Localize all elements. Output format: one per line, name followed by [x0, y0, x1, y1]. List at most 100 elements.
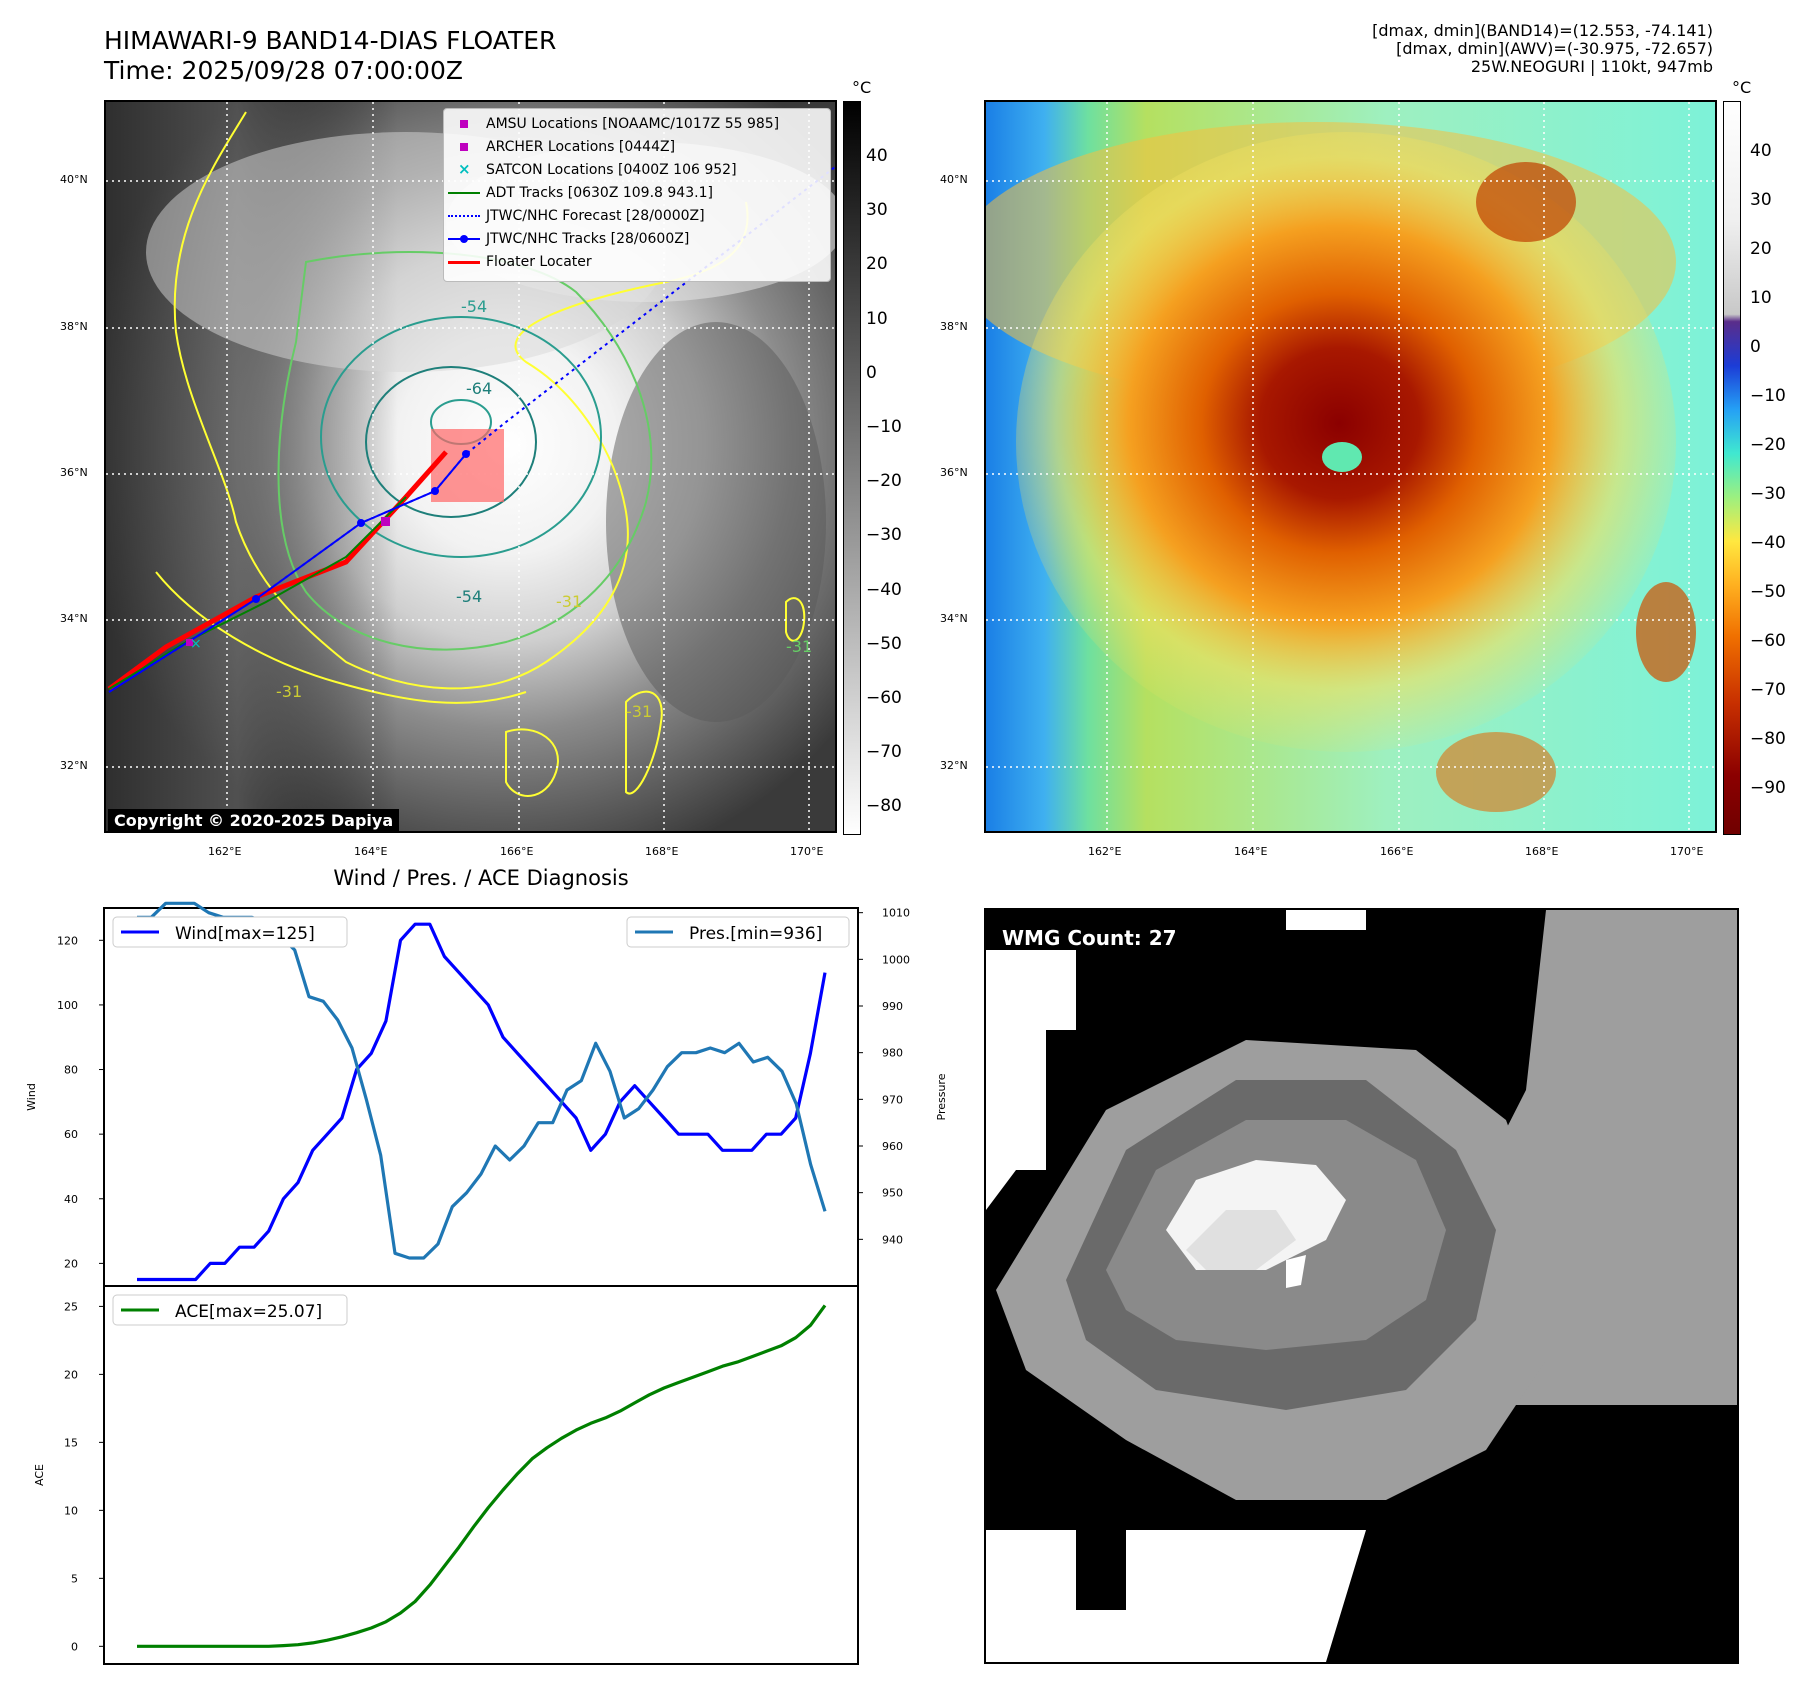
ace-axis-tick-label: 5 [71, 1572, 78, 1585]
ace-legend [112, 1294, 348, 1326]
lat-label: 40°N [60, 173, 88, 186]
lon-label: 170°E [790, 845, 824, 858]
colorbar-tick-label: −10 [1750, 386, 1786, 406]
colorbar-tick-label: −20 [866, 471, 902, 492]
legend-jtwc-label: JTWC/NHC Tracks [28/0600Z] [486, 231, 690, 247]
pressure-axis-tick-label: 940 [882, 1233, 903, 1246]
right-colorbar [1723, 101, 1741, 835]
contour-label-31-b: -31 [626, 702, 652, 721]
lat-label: 40°N [940, 173, 968, 186]
satcon-marker: × [190, 636, 202, 652]
meta-storm: 25W.NEOGURI | 110kt, 947mb [1470, 57, 1713, 76]
lon-label: 162°E [208, 845, 242, 858]
colorbar-tick-label: −80 [866, 796, 902, 817]
band14-ir-map: -64 -54 -54 -31 -31 -31 -31 × AMSU Locat… [104, 100, 837, 833]
lon-label: 170°E [1670, 845, 1704, 858]
pressure-axis-tick-label: 950 [882, 1187, 903, 1200]
pressure-axis-tick-label: 1010 [882, 907, 910, 920]
amsu-marker [381, 517, 390, 526]
lat-label: 34°N [60, 612, 88, 625]
ace-axis-label: ACE [33, 1464, 46, 1486]
pressure-axis-tick-label: 980 [882, 1047, 903, 1060]
colorbar-tick-label: −90 [1750, 778, 1786, 798]
lat-label: 36°N [60, 466, 88, 479]
legend-satcon-label: SATCON Locations [0400Z 106 952] [486, 162, 737, 178]
colorbar-tick-label: 20 [866, 254, 888, 275]
legend-amsu-label: AMSU Locations [NOAAMC/1017Z 55 985] [486, 116, 780, 132]
legend-amsu: AMSU Locations [NOAAMC/1017Z 55 985] [444, 113, 779, 135]
legend-adt-label: ADT Tracks [0630Z 109.8 943.1] [486, 185, 713, 201]
lon-label: 166°E [1380, 845, 1414, 858]
pressure-axis-tick-label: 1000 [882, 953, 910, 966]
awv-enhanced-map [984, 100, 1717, 833]
forecast-track [108, 166, 835, 693]
floater-track [107, 450, 448, 692]
ace-axis-tick-label: 20 [64, 1368, 78, 1381]
wind-pres-plot-area [103, 907, 859, 1287]
lon-label: 164°E [1234, 845, 1268, 858]
wind-legend [112, 916, 348, 948]
ace-axis-tick-label: 0 [71, 1640, 78, 1653]
colorbar-tick-label: −70 [1750, 680, 1786, 700]
colorbar-tick-label: 10 [1750, 288, 1772, 308]
eye [1322, 442, 1362, 472]
colorbar-tick-label: 30 [1750, 190, 1772, 210]
legend-forecast: JTWC/NHC Forecast [28/0000Z] [444, 205, 705, 227]
graticule [986, 102, 1715, 831]
lat-label: 36°N [940, 466, 968, 479]
colorbar-tick-label: −50 [1750, 582, 1786, 602]
contour-label-54-north: -54 [461, 297, 487, 316]
colorbar-tick-label: −50 [866, 633, 902, 654]
lon-label: 168°E [645, 845, 679, 858]
ace-series-line [137, 1304, 827, 1648]
wind-axis-label: Wind [25, 1083, 38, 1111]
colorbar-tick-label: −40 [1750, 533, 1786, 553]
diagnosis-chart: Wind Pressure ACE 2040608010012094095096… [25, 901, 948, 1665]
colorbar-tick-label: −10 [866, 417, 902, 437]
colorbar-tick-label: 40 [866, 146, 888, 166]
wmg-count-label: WMG Count: 27 [1002, 926, 1177, 950]
lat-label: 32°N [60, 759, 88, 772]
meta-awv: [dmax, dmin](AWV)=(-30.975, -72.657) [1396, 39, 1713, 58]
wind-axis-tick-label: 80 [64, 1064, 78, 1077]
legend-adt: ADT Tracks [0630Z 109.8 943.1] [444, 182, 713, 204]
colorbar-tick-label: 20 [1750, 239, 1772, 259]
diagnosis-title: Wind / Pres. / ACE Diagnosis [333, 866, 629, 890]
ace-axis-tick-label: 15 [64, 1436, 78, 1449]
colorbar-tick-label: 0 [866, 362, 877, 383]
left-colorbar-unit: °C [852, 78, 872, 97]
ace-axis-tick-label: 25 [64, 1300, 78, 1313]
contour-label-54-south: -54 [456, 587, 482, 606]
lon-label: 166°E [500, 845, 534, 858]
adt-track [108, 496, 407, 690]
pressure-legend-label: Pres.[min=936] [689, 924, 822, 944]
ace-legend-label: ACE[max=25.07] [175, 1302, 322, 1322]
map-legend: AMSU Locations [NOAAMC/1017Z 55 985] ARC… [443, 108, 831, 282]
meta-band14: [dmax, dmin](BAND14)=(12.553, -74.141) [1372, 21, 1713, 40]
wmg-panel: WMG Count: 27 [984, 908, 1739, 1664]
contour-label-31-a: -31 [556, 592, 582, 611]
colorbar-tick-label: −20 [1750, 435, 1786, 455]
legend-floater-label: Floater Locater [486, 254, 592, 270]
colorbar-tick-label: −60 [866, 688, 902, 708]
ace-plot-area [103, 1285, 859, 1665]
legend-jtwc: JTWC/NHC Tracks [28/0600Z] [444, 228, 689, 250]
lat-label: 32°N [940, 759, 968, 772]
ace-axis-tick-label: 10 [64, 1504, 78, 1517]
lon-label: 162°E [1088, 845, 1122, 858]
colorbar-tick-label: −80 [1750, 729, 1786, 749]
wmg-svg [986, 910, 1737, 1662]
colorbar-tick-label: 0 [1750, 337, 1761, 357]
legend-archer-label: ARCHER Locations [0444Z] [486, 139, 676, 155]
right-colorbar-unit: °C [1732, 78, 1752, 97]
archer-marker [186, 639, 193, 646]
wind-axis-tick-label: 60 [64, 1128, 78, 1141]
lat-label: 38°N [940, 320, 968, 333]
pressure-axis-label: Pressure [935, 1073, 948, 1120]
pressure-legend [626, 916, 850, 948]
floater-box [431, 429, 504, 502]
pressure-axis-tick-label: 990 [882, 1000, 903, 1013]
figure-time: Time: 2025/09/28 07:00:00Z [104, 56, 463, 85]
legend-floater: Floater Locater [444, 251, 592, 273]
contour-label-64: -64 [466, 379, 492, 398]
